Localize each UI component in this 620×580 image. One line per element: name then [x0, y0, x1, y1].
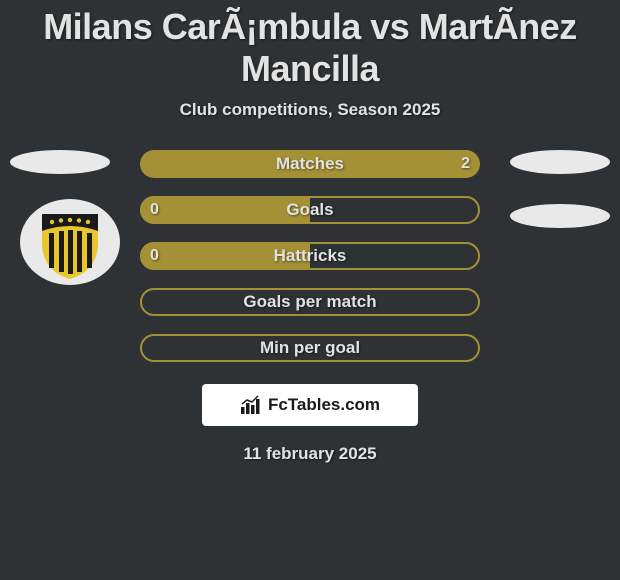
content-area: Matches 2 0 Goals 0 Hattricks Goals per … — [0, 150, 620, 464]
stat-left-value: 0 — [150, 247, 159, 265]
stat-label: Min per goal — [260, 338, 360, 358]
stat-label: Goals per match — [243, 292, 376, 312]
stat-left-value: 0 — [150, 201, 159, 219]
stat-bar-hattricks: 0 Hattricks — [140, 242, 480, 270]
ellipse-right-1 — [510, 150, 610, 174]
date-text: 11 february 2025 — [0, 444, 620, 464]
stat-label: Goals — [286, 200, 333, 220]
stat-bar-min-per-goal: Min per goal — [140, 334, 480, 362]
stat-bar-goals: 0 Goals — [140, 196, 480, 224]
stat-label: Matches — [276, 154, 344, 174]
ellipse-right-2 — [510, 204, 610, 228]
comparison-infographic: Milans CarÃ¡mbula vs MartÃ­nez Mancilla … — [0, 0, 620, 580]
ellipse-left — [10, 150, 110, 174]
stat-bars: Matches 2 0 Goals 0 Hattricks Goals per … — [140, 150, 480, 362]
stat-bar-matches: Matches 2 — [140, 150, 480, 178]
bar-chart-icon — [240, 395, 262, 415]
source-logo: FcTables.com — [202, 384, 418, 426]
logo-text: FcTables.com — [268, 395, 380, 415]
stat-bar-goals-per-match: Goals per match — [140, 288, 480, 316]
stat-label: Hattricks — [274, 246, 347, 266]
page-title: Milans CarÃ¡mbula vs MartÃ­nez Mancilla — [0, 0, 620, 90]
stat-right-value: 2 — [461, 155, 470, 173]
club-crest-icon — [20, 199, 120, 285]
page-subtitle: Club competitions, Season 2025 — [0, 100, 620, 120]
